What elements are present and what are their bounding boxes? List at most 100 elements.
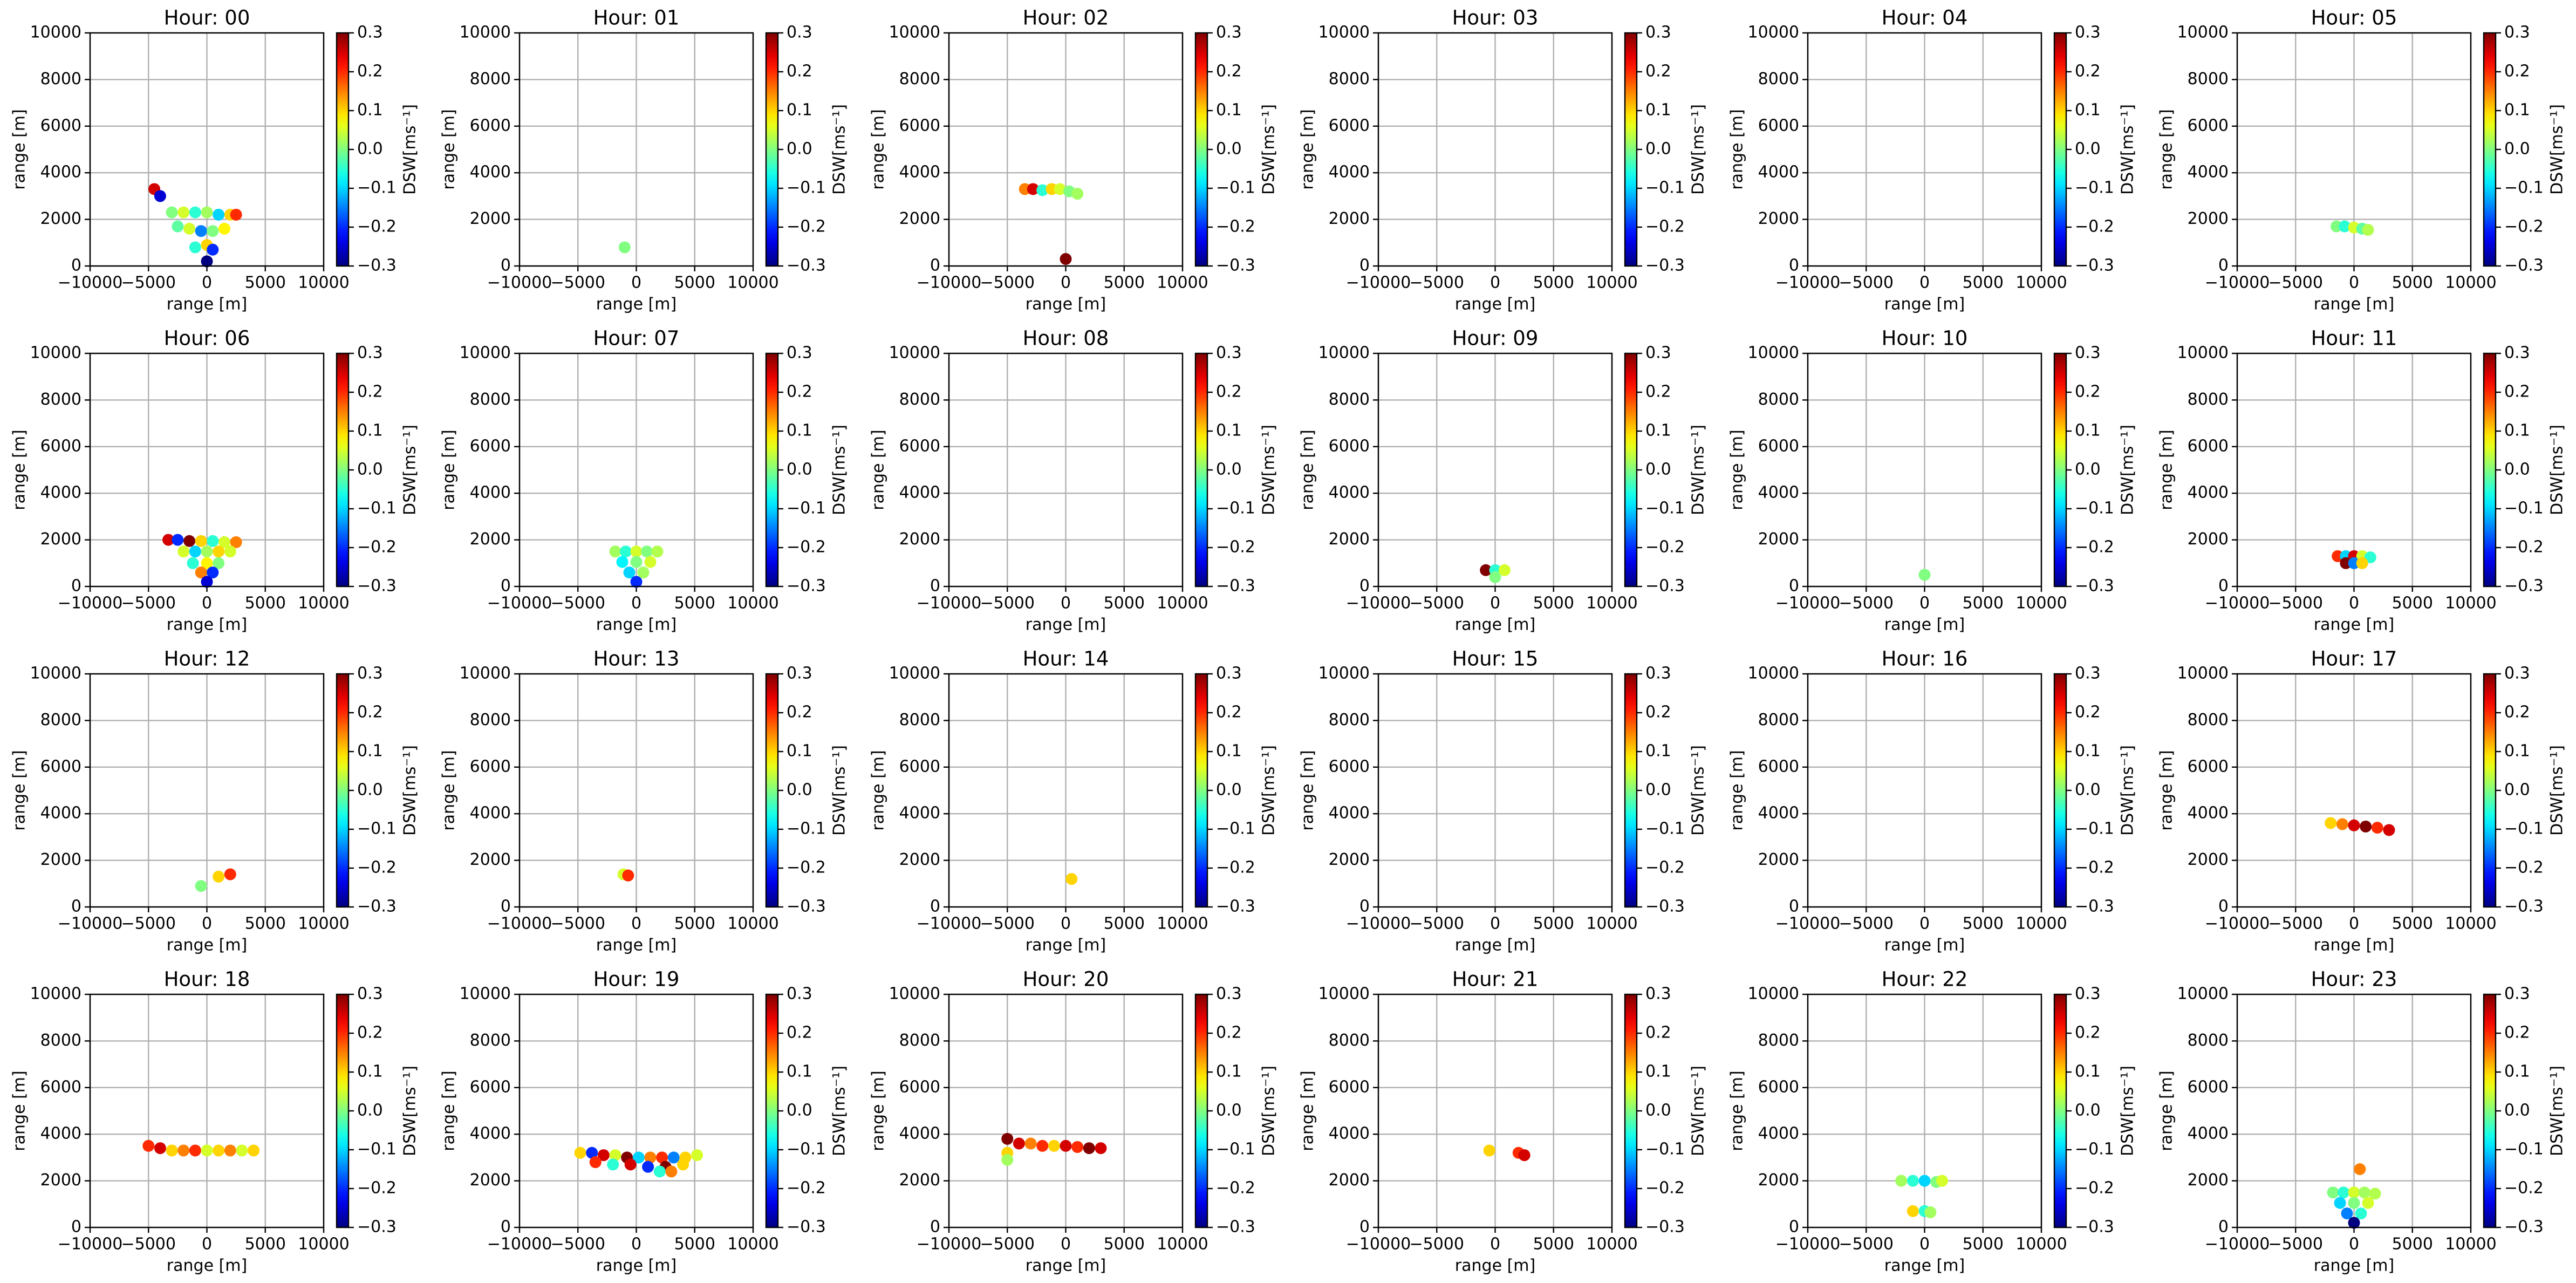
data-point <box>609 1149 621 1162</box>
x-tick-label: −10000 <box>917 915 982 933</box>
x-axis-label: range [m] <box>1455 295 1535 314</box>
data-point <box>644 556 657 568</box>
x-tick-label: −5000 <box>980 594 1035 613</box>
colorbar <box>765 352 779 588</box>
colorbar-tick-label: −0.3 <box>787 256 826 275</box>
y-tick-label: 6000 <box>470 1077 511 1096</box>
x-tick-label: 5000 <box>245 1235 286 1254</box>
data-point <box>201 576 213 588</box>
data-point <box>230 208 242 221</box>
x-tick-label: 0 <box>202 274 212 292</box>
x-tick-label: −5000 <box>121 915 176 933</box>
x-tick-label: 10000 <box>2445 915 2496 933</box>
data-point <box>201 255 213 268</box>
x-tick-label: 0 <box>631 594 641 613</box>
y-tick-label: 10000 <box>30 664 81 683</box>
colorbar-tick-label: 0.0 <box>1645 1101 1671 1120</box>
data-point <box>2336 818 2348 830</box>
data-point <box>1071 188 1084 200</box>
y-tick-label: 8000 <box>1758 711 1799 729</box>
colorbar-tick-label: 0.0 <box>2504 1101 2530 1120</box>
axes-frame <box>948 673 1184 908</box>
y-axis-label: range [m] <box>869 109 888 189</box>
colorbar-tick-label: −0.1 <box>2075 1140 2114 1159</box>
colorbar-tick-label: 0.3 <box>787 664 812 683</box>
data-point <box>201 1144 213 1157</box>
data-point <box>1019 183 1031 195</box>
colorbar-tick-label: 0.1 <box>357 742 383 761</box>
y-tick-label: 2000 <box>1329 530 1370 549</box>
y-tick-label: 0 <box>930 256 940 275</box>
colorbar-tick-label: 0.3 <box>1216 344 1242 363</box>
colorbar-tick-label: −0.2 <box>357 538 397 557</box>
colorbar-tick-label: 0.0 <box>2504 140 2530 159</box>
x-tick-label: −10000 <box>487 594 552 613</box>
colorbar-label: DSW[ms⁻¹] <box>1689 104 1708 195</box>
y-tick-label: 6000 <box>470 116 511 135</box>
y-tick-label: 6000 <box>1758 1077 1799 1096</box>
y-tick-label: 2000 <box>1758 209 1799 228</box>
colorbar-tick-label: −0.3 <box>1645 256 1685 275</box>
colorbar-tick-label: 0.2 <box>2504 383 2530 401</box>
y-tick-label: 10000 <box>1318 23 1370 42</box>
subplot-title: Hour: 05 <box>2311 6 2397 30</box>
y-tick-label: 0 <box>501 1218 511 1237</box>
data-point <box>248 1144 260 1157</box>
colorbar-tick-label: 0.0 <box>357 460 383 479</box>
colorbar-tick-label: 0.0 <box>2075 140 2101 159</box>
colorbar <box>1194 32 1208 267</box>
colorbar-tick-label: 0.2 <box>357 703 383 722</box>
colorbar-tick-label: 0.2 <box>357 62 383 81</box>
data-point <box>1918 1175 1931 1187</box>
colorbar-tick-label: −0.3 <box>2504 256 2544 275</box>
data-point <box>1036 1139 1049 1152</box>
y-tick-label: 8000 <box>1329 1031 1370 1050</box>
data-point <box>207 567 219 579</box>
y-tick-label: 6000 <box>899 436 940 455</box>
data-point <box>1060 1139 1072 1152</box>
y-tick-label: 2000 <box>40 209 81 228</box>
y-tick-label: 2000 <box>470 1171 511 1190</box>
data-point <box>637 567 650 579</box>
colorbar-tick-label: 0.1 <box>357 1062 383 1081</box>
subplot-title: Hour: 07 <box>593 327 680 350</box>
colorbar-label: DSW[ms⁻¹] <box>1689 1066 1708 1156</box>
y-tick-label: 0 <box>2218 897 2229 916</box>
colorbar-tick-label: 0.3 <box>2075 23 2101 42</box>
y-tick-label: 0 <box>1789 577 1799 596</box>
x-tick-label: −5000 <box>980 274 1035 292</box>
axes-frame <box>518 352 754 588</box>
data-point <box>1498 564 1511 576</box>
x-tick-label: −10000 <box>2205 915 2270 933</box>
colorbar-tick-label: 0.0 <box>1645 140 1671 159</box>
data-point <box>2340 557 2352 569</box>
colorbar-tick-label: 0.2 <box>787 383 812 401</box>
y-tick-label: 8000 <box>1329 711 1370 729</box>
x-tick-label: 0 <box>631 915 641 933</box>
y-axis-label: range [m] <box>1728 750 1747 830</box>
colorbar-tick-label: 0.3 <box>1645 985 1671 1004</box>
x-tick-label: −10000 <box>2205 594 2270 613</box>
y-tick-label: 8000 <box>40 70 81 88</box>
colorbar-tick-label: −0.1 <box>1645 1140 1685 1159</box>
x-tick-label: −5000 <box>2268 274 2323 292</box>
subplot-title: Hour: 03 <box>1452 6 1539 30</box>
colorbar-tick-label: −0.1 <box>2504 499 2544 518</box>
x-tick-label: −5000 <box>121 594 176 613</box>
x-tick-label: 5000 <box>1533 1235 1574 1254</box>
data-point <box>166 1144 178 1157</box>
data-point <box>166 206 178 219</box>
data-point <box>2338 1186 2350 1199</box>
data-point <box>642 1161 654 1173</box>
y-tick-label: 10000 <box>1748 664 1799 683</box>
colorbar-tick-label: 0.1 <box>2075 1062 2101 1081</box>
y-tick-label: 0 <box>1359 1218 1370 1237</box>
y-tick-label: 8000 <box>2188 711 2229 729</box>
data-point <box>177 545 190 558</box>
y-tick-label: 4000 <box>899 804 940 823</box>
x-tick-label: 5000 <box>674 274 715 292</box>
y-tick-label: 2000 <box>2188 1171 2229 1190</box>
y-tick-label: 10000 <box>889 344 940 363</box>
x-tick-label: −5000 <box>2268 1235 2323 1254</box>
subplot-title: Hour: 11 <box>2311 327 2397 350</box>
